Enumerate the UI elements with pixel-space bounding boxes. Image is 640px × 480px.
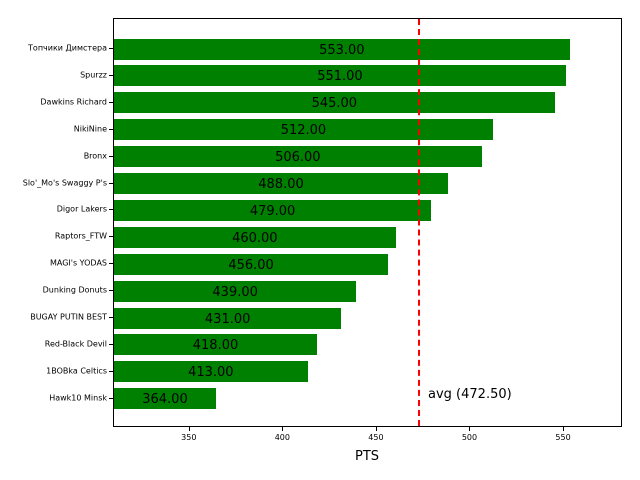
bar-value-label: 418.00 [192,338,239,354]
bar: 545.00 [114,92,555,114]
y-tick [109,155,113,157]
bar: 418.00 [114,334,318,356]
bar: 512.00 [114,119,493,141]
y-tick-label: Dunking Donuts [42,285,107,295]
plot-area: 553.00 551.00 545.00 512.00 506.00 488.00 479.… [113,18,622,427]
bar-value-label: 488.00 [258,177,304,192]
bar: 364.00 [114,388,216,410]
x-tick [282,427,284,431]
y-tick [109,101,113,103]
bar: 553.00 [114,38,570,60]
y-tick [109,236,113,238]
x-tick [563,427,565,431]
y-tick-label: Hawk10 Minsk [49,393,107,403]
y-tick [109,48,113,49]
bar: 460.00 [114,226,396,248]
bar-value-label: 512.00 [280,123,327,139]
bar: 479.00 [114,199,432,221]
x-tick [469,427,471,431]
bar: 488.00 [114,173,449,194]
bar: 551.00 [114,65,566,87]
y-tick-label: MAGI's YODAS [49,258,107,268]
bar-value-label: 506.00 [275,150,321,166]
bar: 506.00 [114,146,482,168]
x-tick [375,427,377,431]
bar-value-label: 431.00 [204,311,251,327]
y-tick-label: BUGAY PUTIN BEST [30,312,107,322]
y-tick [109,290,113,292]
y-tick-label: Bronx [83,151,107,161]
y-tick [109,397,113,399]
y-tick [109,74,113,76]
y-tick [109,343,113,345]
y-tick-label: Slo'_Mo's Swaggy P's [22,178,107,187]
bar: 456.00 [114,253,389,275]
y-tick-label: Dawkins Richard [40,97,107,107]
bar-value-label: 364.00 [142,392,188,408]
x-tick [188,427,190,431]
bar-value-label: 439.00 [212,284,258,300]
bar-value-label: 413.00 [188,365,234,381]
bar-value-label: 456.00 [228,257,274,273]
bar-value-label: 545.00 [311,96,358,112]
y-tick [109,263,113,265]
x-tick-label: 400 [274,433,290,442]
x-axis-title: PTS [354,449,380,464]
x-tick-label: 450 [368,433,384,442]
y-tick [109,370,113,372]
bar-value-label: 553.00 [319,42,365,58]
bar: 439.00 [114,280,357,302]
y-tick-label: NikiNine [73,124,107,134]
bar-value-label: 479.00 [249,203,296,219]
y-tick-label: Digor Lakers [56,204,107,214]
average-label: avg (472.50) [428,386,512,402]
y-tick-label: Raptors_FTW [54,231,107,241]
y-tick-label: Топчики Димстера [28,43,107,53]
bar: 431.00 [114,307,342,329]
bar-value-label: 460.00 [232,230,278,246]
bar-value-label: 551.00 [317,69,363,85]
y-tick-label: Spurzz [80,70,107,80]
bar: 413.00 [114,361,308,383]
y-tick-label: 1BOBka Celtics [46,366,107,376]
y-tick [109,209,113,211]
y-tick [109,317,113,318]
x-tick-label: 350 [181,433,197,442]
y-tick-label: Red-Black Devil [44,339,107,349]
y-tick [109,128,113,130]
y-tick [109,182,113,184]
x-tick-label: 500 [461,433,478,442]
average-reference-line [418,19,421,426]
x-tick-label: 550 [555,433,571,442]
